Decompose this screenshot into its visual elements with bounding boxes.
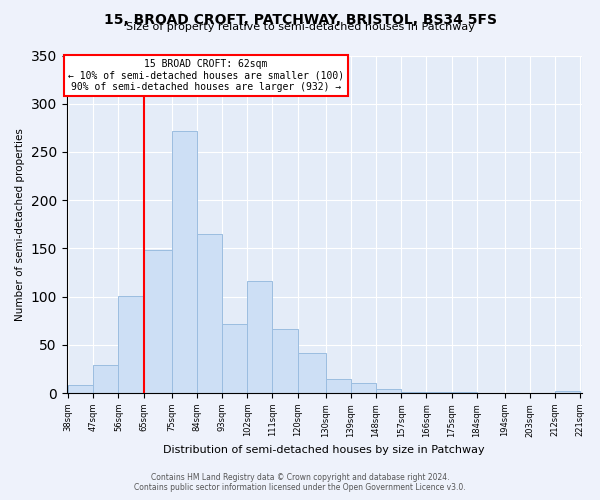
Text: 15, BROAD CROFT, PATCHWAY, BRISTOL, BS34 5FS: 15, BROAD CROFT, PATCHWAY, BRISTOL, BS34…	[104, 12, 497, 26]
Bar	[222, 324, 247, 393]
Bar	[452, 392, 477, 393]
Bar	[93, 365, 118, 393]
Text: Size of property relative to semi-detached houses in Patchway: Size of property relative to semi-detach…	[125, 22, 475, 32]
Bar	[197, 234, 222, 393]
Bar	[172, 130, 197, 393]
Y-axis label: Number of semi-detached properties: Number of semi-detached properties	[15, 128, 25, 320]
Bar	[401, 392, 427, 393]
Bar	[427, 392, 452, 393]
Bar	[555, 391, 580, 393]
Bar	[272, 330, 298, 393]
Bar	[298, 352, 326, 393]
X-axis label: Distribution of semi-detached houses by size in Patchway: Distribution of semi-detached houses by …	[163, 445, 485, 455]
Bar	[247, 281, 272, 393]
Bar	[143, 250, 172, 393]
Text: Contains HM Land Registry data © Crown copyright and database right 2024.
Contai: Contains HM Land Registry data © Crown c…	[134, 473, 466, 492]
Bar	[326, 378, 351, 393]
Text: 15 BROAD CROFT: 62sqm
← 10% of semi-detached houses are smaller (100)
90% of sem: 15 BROAD CROFT: 62sqm ← 10% of semi-deta…	[68, 59, 344, 92]
Bar	[376, 389, 401, 393]
Bar	[68, 386, 93, 393]
Bar	[118, 296, 143, 393]
Bar	[351, 384, 376, 393]
